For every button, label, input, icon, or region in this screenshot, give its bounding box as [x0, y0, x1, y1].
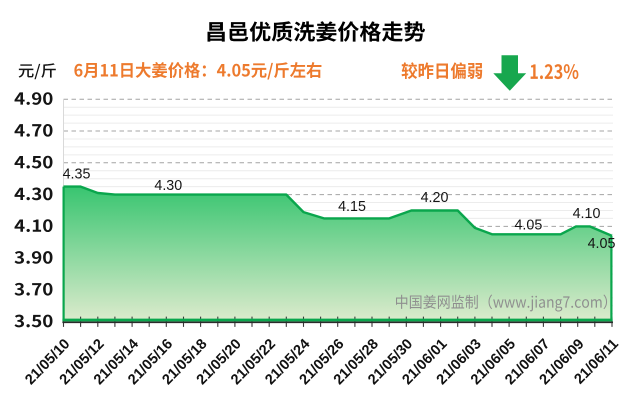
- svg-text:4.30: 4.30: [154, 178, 182, 194]
- svg-text:4.15: 4.15: [338, 199, 366, 215]
- svg-text:4.20: 4.20: [421, 190, 449, 206]
- svg-text:4.05: 4.05: [588, 236, 616, 252]
- svg-text:4.35: 4.35: [63, 167, 91, 183]
- svg-text:4.05: 4.05: [514, 218, 542, 234]
- svg-text:4.10: 4.10: [573, 206, 601, 222]
